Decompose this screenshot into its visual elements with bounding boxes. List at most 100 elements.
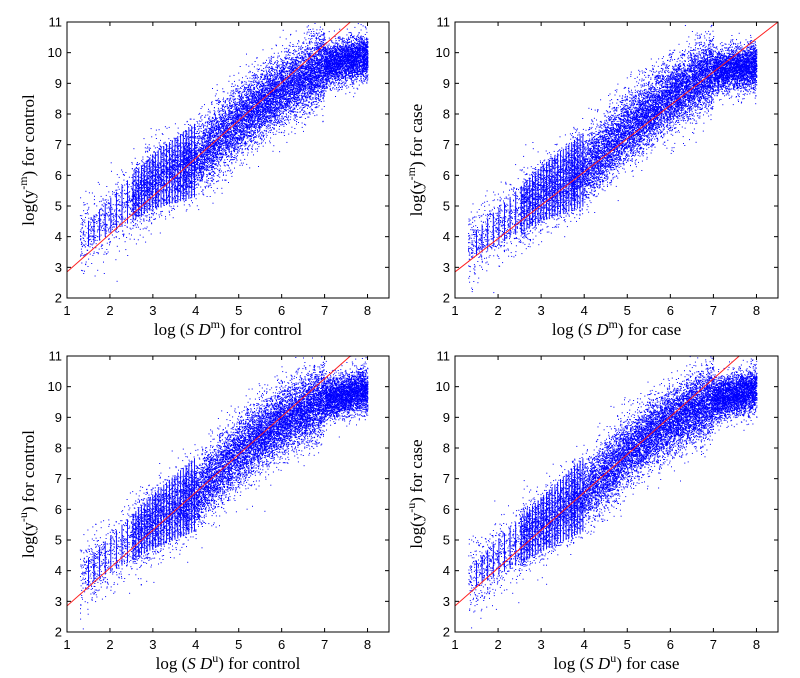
scatter-panel-top-left: 1 2 3 4 5 6 7 8 2 3 4 5 6 7 8 9 10 11 log (S Dm) for contr… [0, 0, 400, 339]
y-tick-label: 8 [55, 107, 62, 122]
x-tick-label: 5 [624, 303, 631, 318]
y-tick-label: 7 [443, 137, 450, 152]
axes-frame [454, 21, 779, 299]
x-tick-label: 6 [667, 637, 674, 652]
y-tick-label: 9 [443, 410, 450, 425]
reference-line [67, 22, 351, 273]
scatter-points [468, 24, 758, 294]
x-tick-label: 8 [753, 637, 760, 652]
y-axis-label: log(y-u) for control [16, 430, 38, 558]
reference-line [67, 356, 351, 607]
x-tick-label: 3 [538, 303, 545, 318]
x-tick-label: 5 [235, 303, 242, 318]
y-tick-label: 2 [55, 625, 62, 640]
x-axis-label: log (S Dm) for case [552, 317, 681, 339]
x-tick-label: 7 [710, 637, 717, 652]
x-tick-label: 3 [538, 637, 545, 652]
x-tick-label: 1 [63, 637, 70, 652]
y-tick-label: 5 [55, 533, 62, 548]
x-tick-label: 8 [364, 637, 371, 652]
x-tick-label: 4 [192, 637, 199, 652]
x-tick-label: 1 [451, 637, 458, 652]
y-tick-label: 8 [55, 441, 62, 456]
x-tick-label: 7 [321, 637, 328, 652]
x-tick-label: 7 [710, 303, 717, 318]
y-tick-label: 6 [55, 168, 62, 183]
y-tick-label: 4 [55, 229, 62, 244]
y-tick-label: 3 [55, 594, 62, 609]
y-tick-label: 2 [443, 291, 450, 306]
x-tick-label: 2 [494, 303, 501, 318]
y-tick-label: 4 [443, 563, 450, 578]
y-tick-label: 3 [443, 260, 450, 275]
scatter-points [79, 356, 369, 630]
y-tick-label: 10 [436, 45, 450, 60]
y-tick-label: 11 [49, 15, 63, 30]
scatter-panel-top-right: 1 2 3 4 5 6 7 8 2 3 4 5 6 7 8 9 10 11 log (S Dm) for case l… [390, 0, 790, 339]
x-tick-label: 3 [149, 637, 156, 652]
y-tick-label: 7 [55, 137, 62, 152]
x-tick-label: 8 [364, 303, 371, 318]
y-tick-label: 8 [443, 107, 450, 122]
x-axis-label: log (S Du) for case [554, 651, 680, 673]
x-tick-label: 4 [192, 303, 199, 318]
x-tick-label: 6 [278, 637, 285, 652]
y-axis-label: log(y-m) for control [16, 94, 38, 226]
x-tick-label: 2 [106, 303, 113, 318]
y-tick-label: 5 [55, 199, 62, 214]
scatter-panel-bottom-right: 1 2 3 4 5 6 7 8 2 3 4 5 6 7 8 9 10 11 log (S Du) for case l… [390, 339, 790, 678]
y-axis-label: log(y-m) for case [404, 104, 426, 216]
y-tick-label: 9 [443, 76, 450, 91]
x-tick-label: 2 [106, 637, 113, 652]
y-tick-label: 9 [55, 76, 62, 91]
y-tick-label: 5 [443, 533, 450, 548]
x-tick-label: 1 [63, 303, 70, 318]
y-tick-label: 4 [55, 563, 62, 578]
y-tick-label: 6 [443, 502, 450, 517]
axes-frame [66, 355, 390, 633]
x-tick-label: 4 [581, 303, 588, 318]
y-tick-label: 11 [49, 349, 63, 364]
axes-frame [454, 355, 779, 633]
x-axis-label: log (S Dm) for control [154, 317, 302, 339]
x-tick-label: 2 [494, 637, 501, 652]
y-tick-label: 10 [48, 379, 62, 394]
y-tick-label: 2 [55, 291, 62, 306]
x-tick-label: 3 [149, 303, 156, 318]
y-tick-label: 3 [55, 260, 62, 275]
x-tick-label: 4 [581, 637, 588, 652]
x-tick-label: 5 [624, 637, 631, 652]
reference-line [455, 356, 740, 607]
y-tick-label: 4 [443, 229, 450, 244]
y-tick-label: 10 [48, 45, 62, 60]
y-axis-label: log(y-u) for case [404, 439, 426, 548]
scatter-points [79, 23, 369, 282]
x-tick-label: 6 [667, 303, 674, 318]
y-tick-label: 9 [55, 410, 62, 425]
y-tick-label: 7 [55, 471, 62, 486]
x-tick-label: 1 [451, 303, 458, 318]
y-tick-label: 2 [443, 625, 450, 640]
scatter-panel-bottom-left: 1 2 3 4 5 6 7 8 2 3 4 5 6 7 8 9 10 11 log (S Du) for contr… [0, 339, 400, 678]
x-axis-label: log (S Du) for control [156, 651, 301, 673]
y-tick-label: 3 [443, 594, 450, 609]
y-tick-label: 10 [436, 379, 450, 394]
reference-line [455, 22, 778, 273]
y-tick-label: 5 [443, 199, 450, 214]
y-tick-label: 7 [443, 471, 450, 486]
x-tick-label: 5 [235, 637, 242, 652]
x-tick-label: 6 [278, 303, 285, 318]
x-tick-label: 7 [321, 303, 328, 318]
scatter-points [468, 356, 758, 629]
y-tick-label: 6 [55, 502, 62, 517]
y-tick-label: 8 [443, 441, 450, 456]
x-tick-label: 8 [753, 303, 760, 318]
y-tick-label: 11 [437, 349, 451, 364]
axes-frame [66, 21, 390, 299]
y-tick-label: 11 [437, 15, 451, 30]
